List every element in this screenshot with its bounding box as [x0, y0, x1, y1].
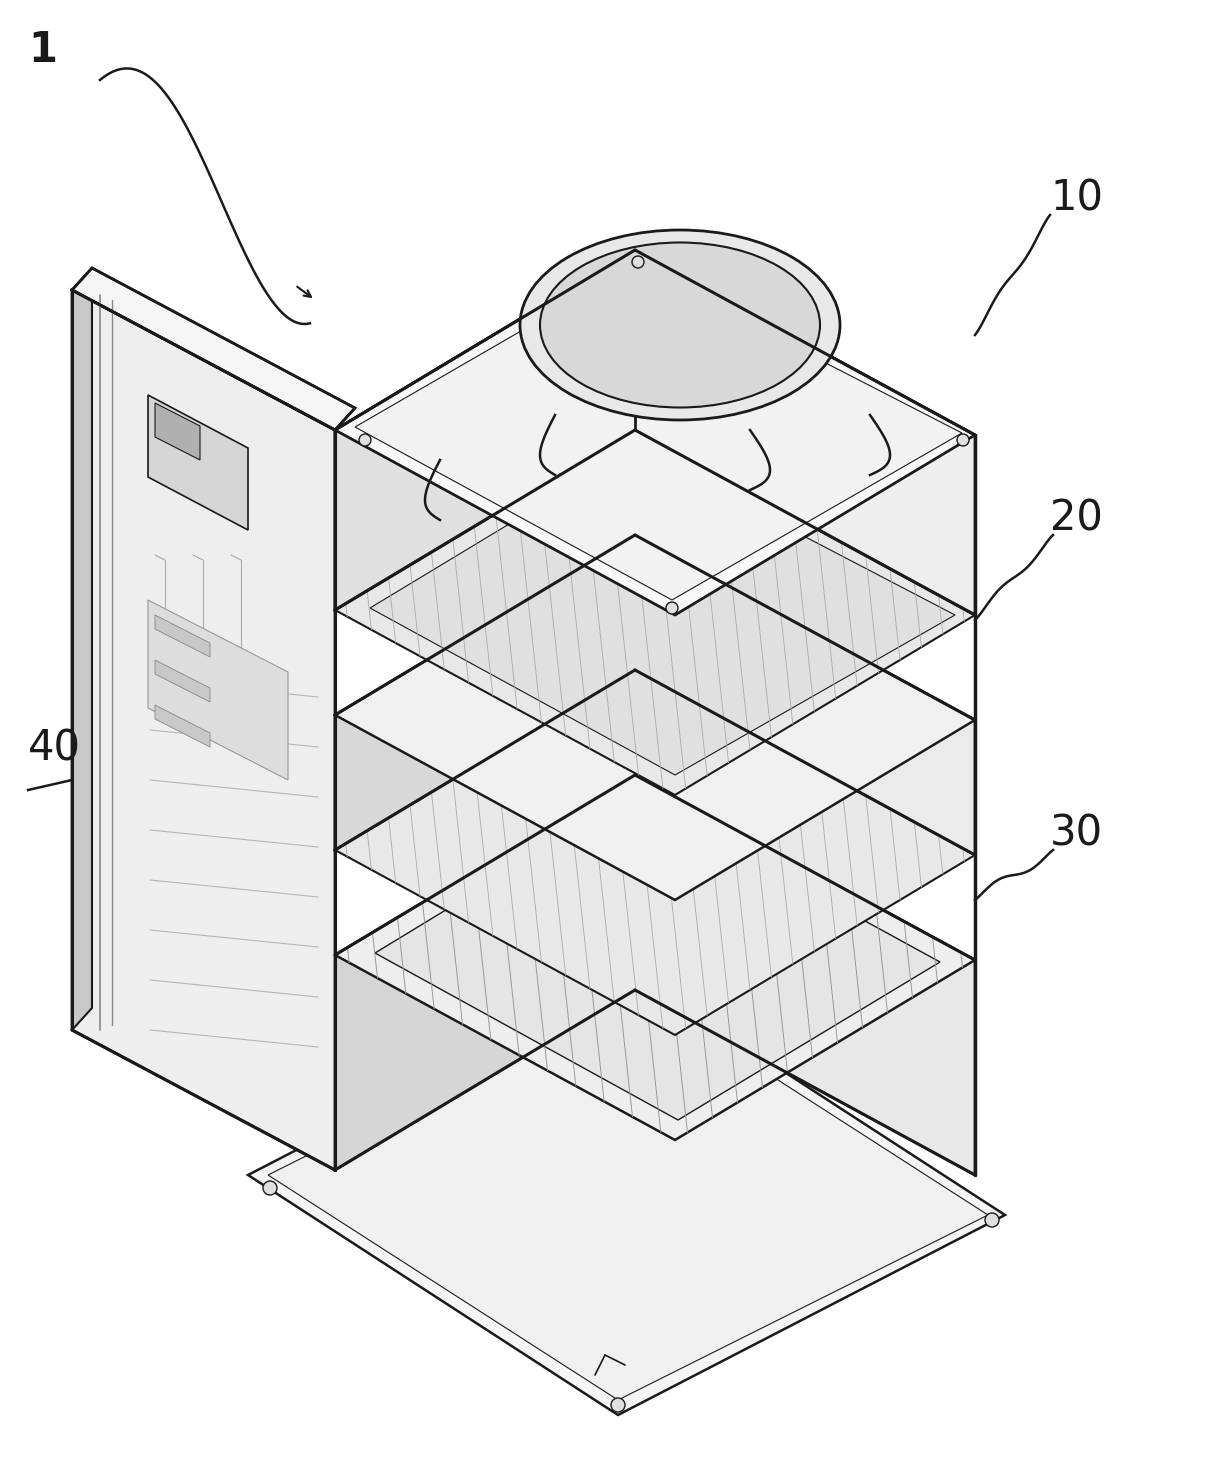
Polygon shape	[148, 600, 288, 781]
Polygon shape	[635, 250, 975, 614]
Ellipse shape	[540, 243, 820, 407]
Polygon shape	[375, 795, 940, 1120]
Polygon shape	[335, 250, 975, 614]
Polygon shape	[148, 395, 248, 531]
Polygon shape	[72, 290, 335, 1170]
Polygon shape	[335, 535, 975, 900]
Polygon shape	[335, 431, 975, 795]
Text: 30: 30	[1050, 811, 1103, 854]
Polygon shape	[72, 268, 92, 1030]
Polygon shape	[155, 706, 210, 747]
Polygon shape	[370, 448, 956, 775]
Polygon shape	[248, 975, 1004, 1416]
Ellipse shape	[521, 229, 840, 420]
Circle shape	[633, 978, 646, 992]
Polygon shape	[335, 535, 635, 850]
Polygon shape	[72, 268, 356, 431]
Polygon shape	[155, 614, 210, 657]
Polygon shape	[155, 403, 200, 460]
Polygon shape	[155, 660, 210, 703]
Polygon shape	[635, 535, 975, 856]
Circle shape	[359, 434, 371, 445]
Text: 10: 10	[1050, 176, 1103, 219]
Circle shape	[611, 1398, 624, 1413]
Polygon shape	[635, 775, 975, 1175]
Polygon shape	[356, 265, 962, 600]
Circle shape	[985, 1213, 1000, 1227]
Text: 1: 1	[28, 29, 57, 71]
Polygon shape	[335, 670, 975, 1035]
Text: 20: 20	[1050, 497, 1103, 539]
Polygon shape	[268, 989, 989, 1399]
Circle shape	[666, 603, 678, 614]
Polygon shape	[335, 775, 975, 1141]
Text: 40: 40	[28, 728, 81, 769]
Circle shape	[957, 434, 969, 445]
Circle shape	[263, 1180, 277, 1195]
Polygon shape	[335, 775, 635, 1170]
Circle shape	[632, 256, 644, 268]
Polygon shape	[335, 250, 635, 610]
